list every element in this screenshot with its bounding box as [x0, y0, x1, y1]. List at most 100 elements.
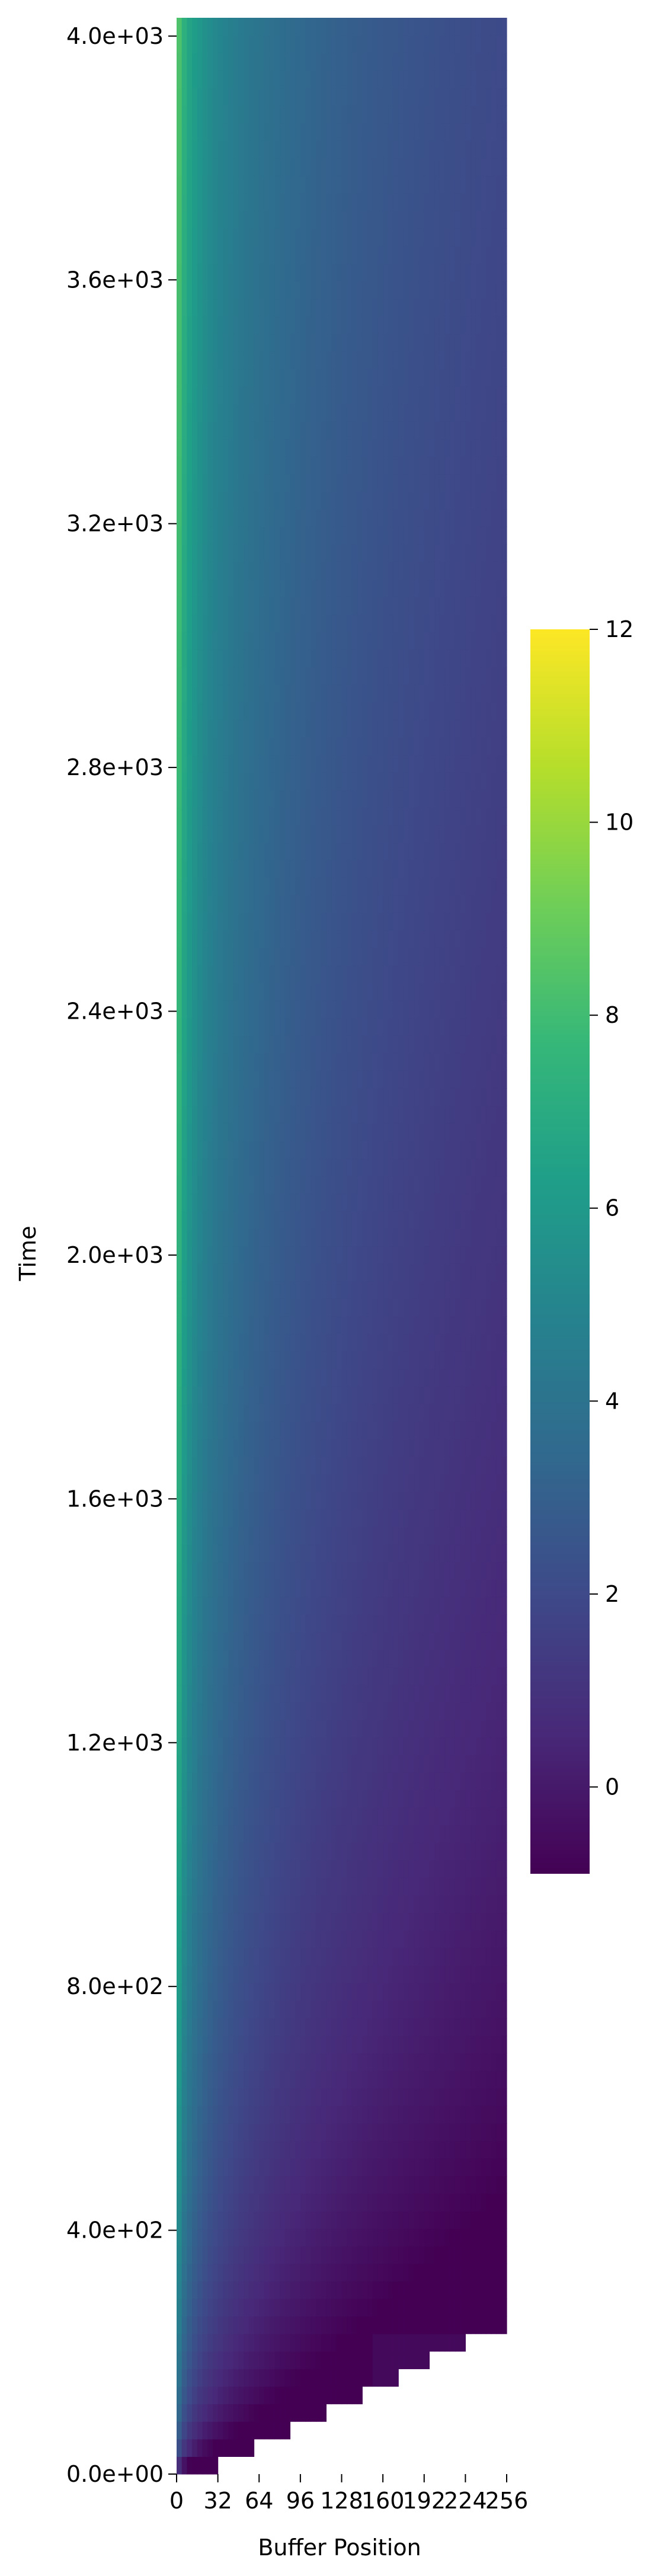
heatmap-cell [398, 1140, 404, 1159]
heatmap-cell [403, 1842, 409, 1861]
heatmap-cell [367, 1860, 373, 1878]
heatmap-cell [295, 2071, 301, 2089]
heatmap-cell [491, 2000, 497, 2018]
heatmap-cell [326, 1052, 332, 1071]
heatmap-cell [300, 1509, 306, 1527]
heatmap-cell [244, 1403, 249, 1422]
heatmap-cell [217, 1281, 223, 1299]
heatmap-cell [280, 1123, 286, 1141]
heatmap-cell [269, 1176, 275, 1194]
heatmap-cell [280, 1509, 286, 1527]
heatmap-cell [233, 1684, 239, 1703]
heatmap-cell [439, 1439, 446, 1457]
heatmap-cell [284, 1825, 291, 1843]
heatmap-cell [357, 1579, 363, 1598]
heatmap-cell [367, 1614, 373, 1633]
heatmap-cell [465, 1298, 471, 1317]
heatmap-cell [280, 1351, 286, 1369]
heatmap-cell [290, 2035, 296, 2054]
heatmap-cell [248, 1228, 255, 1247]
heatmap-cell [295, 1123, 301, 1141]
heatmap-cell [269, 1333, 275, 1352]
heatmap-cell [341, 2053, 347, 2071]
heatmap-cell [295, 2210, 301, 2229]
heatmap-cell [269, 1825, 275, 1843]
heatmap-cell [326, 1298, 332, 1317]
heatmap-cell [280, 1527, 286, 1545]
heatmap-cells [177, 18, 507, 2475]
heatmap-cell [377, 1246, 383, 1264]
heatmap-cell [460, 2105, 466, 2124]
heatmap-cell [496, 1877, 502, 1896]
heatmap-cell [290, 2316, 296, 2334]
heatmap-cell [284, 2158, 291, 2177]
heatmap-cell [311, 1052, 316, 1071]
heatmap-cell [347, 1614, 353, 1633]
heatmap-cell [460, 2298, 466, 2317]
heatmap-cell [177, 1561, 183, 1580]
heatmap-cell [486, 1088, 492, 1106]
heatmap-cell [383, 2334, 389, 2352]
heatmap-cell [496, 1123, 502, 1141]
heatmap-cell [475, 1123, 482, 1141]
heatmap-cell [269, 2334, 275, 2352]
heatmap-cell [238, 2018, 244, 2036]
heatmap-cell [207, 1316, 213, 1335]
heatmap-cell [187, 1561, 193, 1580]
heatmap-cell [501, 1561, 507, 1580]
heatmap-cell [408, 1631, 414, 1650]
heatmap-cell [460, 2000, 466, 2018]
heatmap-cell [269, 1614, 275, 1633]
heatmap-cell [290, 1825, 296, 1843]
heatmap-cell [465, 1544, 471, 1563]
heatmap-cell [439, 1614, 446, 1633]
heatmap-cell [439, 1561, 446, 1580]
heatmap-cell [429, 1333, 435, 1352]
heatmap-cell [331, 2053, 337, 2071]
heatmap-cell [233, 2088, 239, 2106]
heatmap-cell [419, 1263, 425, 1282]
heatmap-cell [212, 2456, 219, 2475]
heatmap-cell [217, 2175, 223, 2194]
heatmap-cell [187, 2228, 193, 2247]
heatmap-cell [496, 1719, 502, 1738]
heatmap-cell [362, 1772, 368, 1790]
heatmap-cell [284, 1649, 291, 1668]
heatmap-cell [233, 2404, 239, 2422]
heatmap-cell [398, 1333, 404, 1352]
heatmap-cell [311, 1368, 316, 1387]
heatmap-cell [439, 1158, 446, 1176]
heatmap-cell [264, 1667, 270, 1685]
heatmap-cell [341, 2316, 347, 2334]
heatmap-cell [414, 1842, 420, 1861]
heatmap-cell [450, 1790, 456, 1808]
heatmap-cell [388, 2193, 394, 2212]
heatmap-cell [377, 1596, 383, 1615]
heatmap-cell [383, 2071, 389, 2089]
heatmap-cell [248, 2071, 255, 2089]
heatmap-cell [202, 1631, 208, 1650]
heatmap-cell [367, 2105, 373, 2124]
heatmap-cell [336, 1755, 343, 1773]
heatmap-cell [290, 1596, 296, 1615]
heatmap-cell [223, 2421, 229, 2440]
heatmap-cell [439, 1860, 446, 1878]
heatmap-cell [254, 1403, 260, 1422]
heatmap-cell [383, 1527, 389, 1545]
heatmap-cell [254, 1140, 260, 1159]
heatmap-cell [496, 1421, 502, 1439]
heatmap-cell [341, 1509, 347, 1527]
heatmap-cell [501, 1684, 507, 1703]
heatmap-cell [244, 1158, 249, 1176]
heatmap-cell [367, 1509, 373, 1527]
heatmap-cell [450, 1667, 456, 1685]
heatmap-cell [403, 1509, 409, 1527]
heatmap-cell [357, 1421, 363, 1439]
heatmap-cell [419, 2281, 425, 2299]
heatmap-cell [388, 2018, 394, 2036]
heatmap-cell [254, 1912, 260, 1931]
heatmap-cell [460, 1807, 466, 1826]
heatmap-cell [305, 1702, 311, 1720]
heatmap-cell [398, 1193, 404, 1211]
heatmap-cell [181, 2018, 187, 2036]
